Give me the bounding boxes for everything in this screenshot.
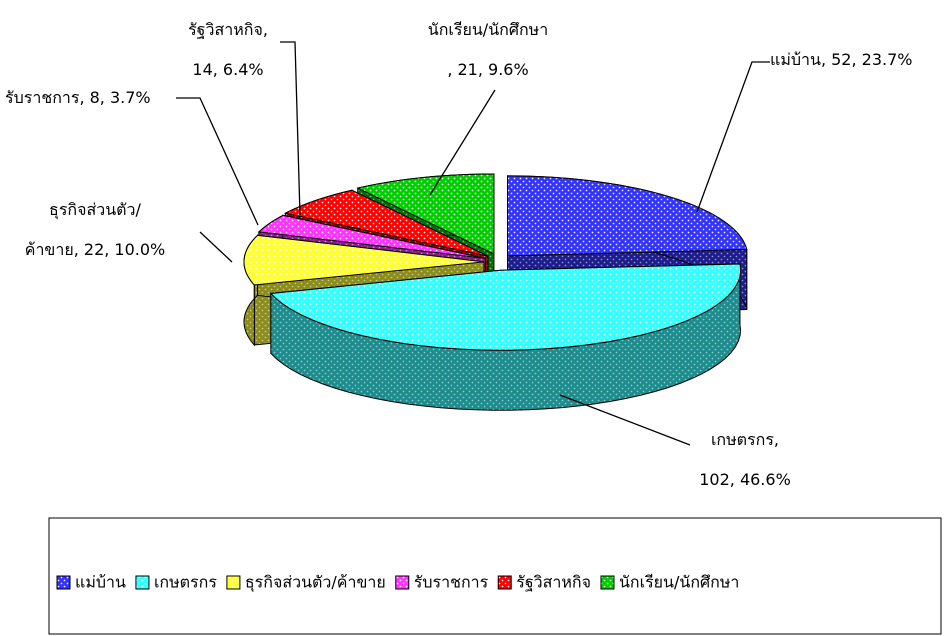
leader-line <box>429 89 496 196</box>
legend-swatch <box>226 575 241 590</box>
legend-swatch <box>497 575 512 590</box>
legend-label: แม่บ้าน <box>75 573 126 592</box>
leader-line <box>696 61 770 213</box>
data-label: รัฐวิสาหกิจ, 14, 6.4% <box>188 20 268 79</box>
leader-line <box>176 97 259 226</box>
data-label: เกษตรกร, 102, 46.6% <box>699 430 791 489</box>
data-label: รับราชการ, 8, 3.7% <box>5 88 151 107</box>
legend-swatch <box>135 575 150 590</box>
legend-label: รัฐวิสาหกิจ <box>516 573 591 592</box>
leader-line <box>280 41 301 216</box>
data-label: ธุรกิจส่วนตัว/ ค้าขาย, 22, 10.0% <box>24 200 166 259</box>
legend-box <box>48 517 942 635</box>
leader-lines <box>176 41 770 446</box>
slice <box>257 214 486 259</box>
legend-label: นักเรียน/นักศึกษา <box>619 573 739 592</box>
legend: แม่บ้าน เกษตรกร ธุรกิจส่วนตัว/ค้าขาย รับราช… <box>56 573 739 593</box>
leader-line <box>559 394 691 446</box>
slice <box>356 173 495 255</box>
slice <box>283 189 489 257</box>
slice <box>507 175 748 257</box>
slice <box>243 234 485 286</box>
legend-label: รับราชการ <box>414 573 489 592</box>
legend-label: ธุรกิจส่วนตัว/ค้าขาย <box>245 573 386 593</box>
slice <box>269 263 742 351</box>
legend-swatch <box>600 575 615 590</box>
legend-swatch <box>56 575 71 590</box>
pie <box>243 173 748 411</box>
legend-swatch <box>395 575 410 590</box>
data-label: นักเรียน/นักศึกษา , 21, 9.6% <box>427 20 549 79</box>
legend-label: เกษตรกร <box>154 573 217 592</box>
leader-line <box>199 231 233 263</box>
data-label: แม่บ้าน, 52, 23.7% <box>770 50 913 69</box>
